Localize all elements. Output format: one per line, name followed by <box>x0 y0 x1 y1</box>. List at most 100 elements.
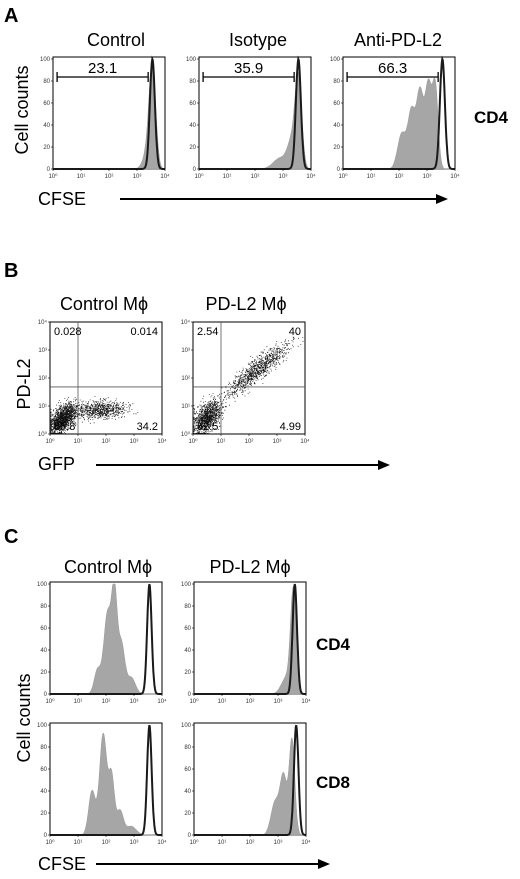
histogram-isotype: 35.9 10⁰ 10¹ 10² 10³ 10⁴ 0 20 40 60 80 100 <box>186 55 316 180</box>
panel-letter-c: C <box>4 526 18 548</box>
y-tick-label: 80 <box>333 79 340 85</box>
x-tick-label: 10⁴ <box>306 173 316 180</box>
y-tick-label: 20 <box>189 145 196 151</box>
y-tick-label: 60 <box>40 626 47 632</box>
gate-percentage: 35.9 <box>234 60 263 77</box>
y-tick-label: 100 <box>330 57 341 63</box>
y-tick-label: 0 <box>193 167 197 173</box>
y-tick-label: 60 <box>43 101 50 107</box>
plot-title-control: Control <box>87 30 145 50</box>
y-tick-label: 80 <box>40 745 47 751</box>
x-tick-label: 10² <box>246 699 255 705</box>
x-tick-label: 10⁴ <box>301 698 311 705</box>
y-tick-label: 20 <box>43 145 50 151</box>
quadrant-label-ll: 65.8 <box>54 421 75 433</box>
quadrant-label-ul: 0.028 <box>54 326 82 338</box>
x-tick-label: 10³ <box>279 174 288 180</box>
plot-title-anti-pd-l2: Anti-PD-L2 <box>354 30 442 50</box>
x-tick-label: 10³ <box>423 174 432 180</box>
gate-percentage: 23.1 <box>88 60 117 77</box>
x-tick-label: 10¹ <box>218 699 227 705</box>
y-tick-label: 0 <box>188 692 192 698</box>
x-tick-label: 10⁰ <box>338 173 348 180</box>
quadrant-label-lr: 4.99 <box>280 421 301 433</box>
x-tick-label: 10¹ <box>217 439 226 445</box>
x-tick-label: 10⁰ <box>45 698 55 705</box>
x-tick-label: 10² <box>105 174 114 180</box>
y-axis-label-c: Cell counts <box>14 673 34 762</box>
y-tick-label: 80 <box>184 745 191 751</box>
x-tick-label: 10⁰ <box>188 438 198 445</box>
y-tick-label: 0 <box>44 833 48 839</box>
y-tick-label: 0 <box>44 692 48 698</box>
x-tick-label: 10³ <box>274 699 283 705</box>
quadrant-label-lr: 34.2 <box>137 421 158 433</box>
y-tick-label: 60 <box>40 767 47 773</box>
panel-letter-a: A <box>4 5 18 27</box>
y-tick-label: 60 <box>184 767 191 773</box>
x-tick-label: 10⁴ <box>301 839 311 846</box>
y-tick-label: 10² <box>38 376 47 382</box>
plot-title-control-mphi: Control Mϕ <box>60 294 148 314</box>
x-tick-label: 10² <box>246 840 255 846</box>
y-tick-label: 40 <box>184 648 191 654</box>
x-tick-label: 10² <box>395 174 404 180</box>
x-tick-label: 10¹ <box>218 840 227 846</box>
y-tick-label: 20 <box>40 670 47 676</box>
x-tick-label: 10¹ <box>74 439 83 445</box>
y-tick-label: 20 <box>333 145 340 151</box>
x-tick-label: 10⁴ <box>160 173 170 180</box>
x-tick-label: 10¹ <box>77 174 86 180</box>
quadrant-label-ll: 52.5 <box>197 421 218 433</box>
x-tick-label: 10⁴ <box>157 839 167 846</box>
y-tick-label: 40 <box>40 648 47 654</box>
column-title-pd-l2-mphi: PD-L2 Mϕ <box>209 557 290 577</box>
x-tick-label: 10⁴ <box>450 173 460 180</box>
y-tick-label: 60 <box>333 101 340 107</box>
panel-letter-b: B <box>4 260 18 282</box>
y-tick-label: 80 <box>43 79 50 85</box>
y-axis-label-b: PD-L2 <box>14 358 34 409</box>
column-title-control-mphi: Control Mϕ <box>64 557 152 577</box>
x-tick-label: 10⁰ <box>189 698 199 705</box>
y-tick-label: 10⁰ <box>38 431 48 438</box>
x-axis-arrowhead-a <box>436 194 448 204</box>
x-axis-arrowhead-c <box>318 859 330 869</box>
y-tick-label: 100 <box>186 57 197 63</box>
plot-title-isotype: Isotype <box>229 30 287 50</box>
y-tick-label: 0 <box>188 833 192 839</box>
y-tick-label: 40 <box>333 123 340 129</box>
x-axis-label-c: CFSE <box>38 854 86 874</box>
y-tick-label: 100 <box>181 582 192 588</box>
y-tick-label: 10¹ <box>38 404 47 410</box>
x-tick-label: 10⁰ <box>194 173 204 180</box>
y-tick-label: 40 <box>184 789 191 795</box>
histogram-c-pd-l2-cd4: 10⁰ 10¹ 10² 10³ 10⁴ 0 20 40 60 80 100 <box>181 581 311 705</box>
x-tick-label: 10⁰ <box>48 173 58 180</box>
y-tick-label: 20 <box>40 811 47 817</box>
x-tick-label: 10⁴ <box>300 438 310 445</box>
y-tick-label: 10⁴ <box>181 319 191 326</box>
x-tick-label: 10⁰ <box>45 438 55 445</box>
y-tick-label: 10² <box>181 376 190 382</box>
x-tick-label: 10⁰ <box>45 839 55 846</box>
scatter-events <box>50 396 139 434</box>
row-label-c-cd4: CD4 <box>316 635 351 654</box>
y-tick-label: 80 <box>40 604 47 610</box>
y-tick-label: 40 <box>40 789 47 795</box>
x-tick-label: 10⁰ <box>189 839 199 846</box>
x-tick-label: 10⁴ <box>157 698 167 705</box>
x-tick-label: 10³ <box>130 840 139 846</box>
y-tick-label: 10¹ <box>181 404 190 410</box>
x-tick-label: 10³ <box>130 699 139 705</box>
x-tick-label: 10³ <box>133 174 142 180</box>
y-tick-label: 100 <box>37 582 48 588</box>
histogram-c-pd-l2-cd8: 10⁰ 10¹ 10² 10³ 10⁴ 0 20 40 60 80 100 <box>181 722 311 846</box>
row-label-c-cd8: CD8 <box>316 773 350 792</box>
y-tick-label: 40 <box>43 123 50 129</box>
x-tick-label: 10¹ <box>367 174 376 180</box>
y-tick-label: 100 <box>37 723 48 729</box>
gate-percentage: 66.3 <box>378 60 407 77</box>
